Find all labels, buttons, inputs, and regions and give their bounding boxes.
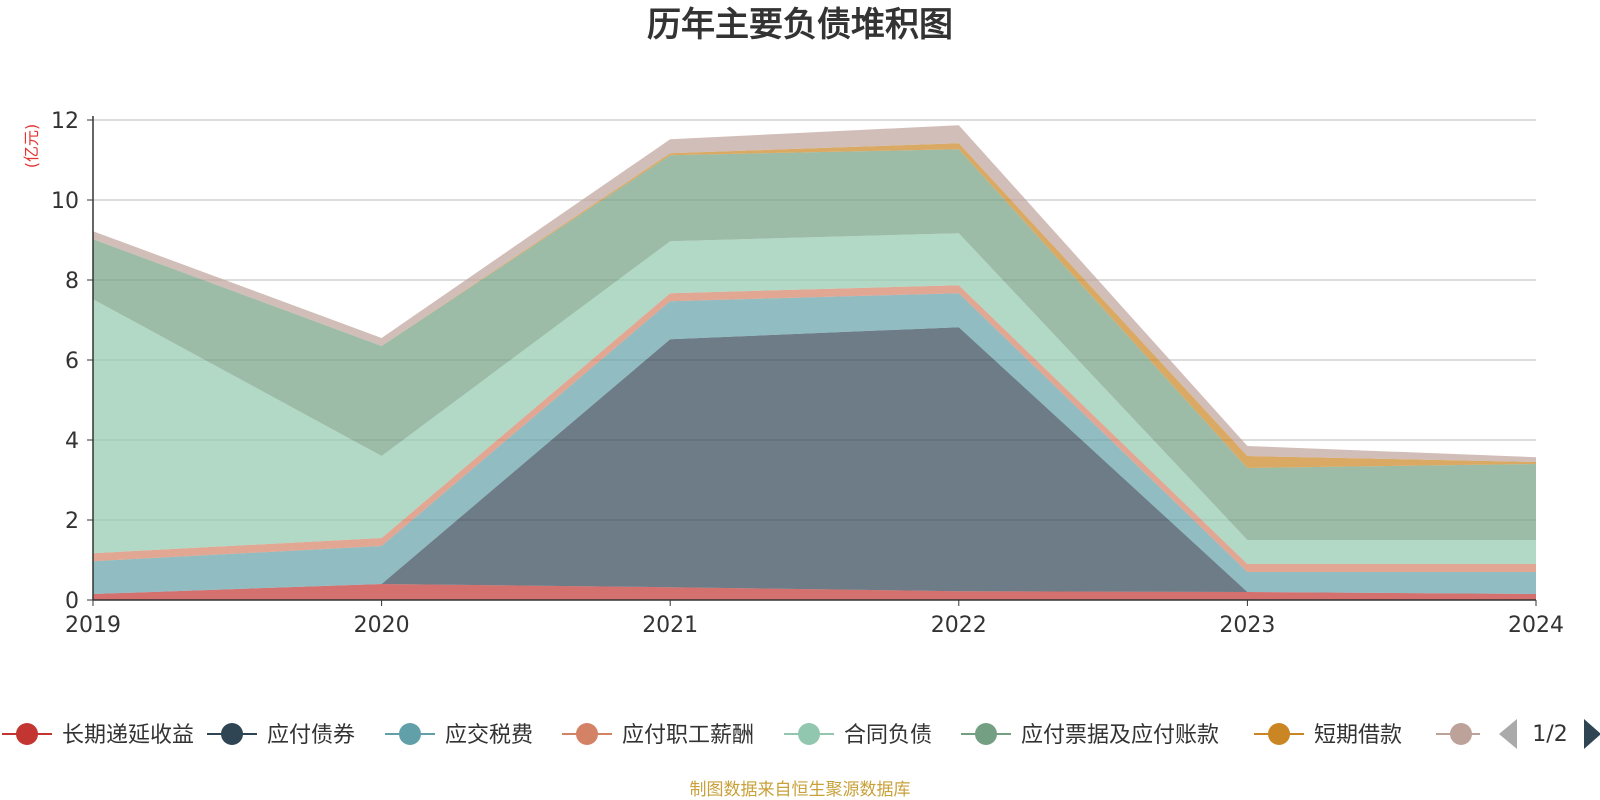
legend-marker (975, 723, 997, 745)
x-tick-label: 2019 (65, 613, 121, 638)
area-series-5[interactable] (93, 149, 1536, 540)
legend-label: 长期递延收益 (62, 723, 194, 748)
legend-label: 应付票据及应付账款 (1021, 723, 1219, 748)
chart-title: 历年主要负债堆积图 (647, 5, 953, 45)
legend-prev-icon[interactable] (1499, 719, 1517, 749)
legend-label: 短期借款 (1314, 723, 1402, 748)
y-tick-label: 12 (51, 109, 79, 134)
y-tick-label: 10 (51, 189, 79, 214)
area-series-6[interactable] (93, 143, 1536, 468)
x-tick-label: 2022 (931, 613, 987, 638)
y-tick-label: 8 (65, 269, 79, 294)
y-tick-label: 0 (65, 589, 79, 614)
legend-label: 应付职工薪酬 (622, 723, 754, 748)
area-series-1[interactable] (93, 327, 1536, 594)
x-tick-label: 2024 (1508, 613, 1564, 638)
legend-item[interactable]: 其他 (1436, 723, 1540, 748)
x-tick-label: 2021 (642, 613, 698, 638)
area-series-7[interactable] (93, 125, 1536, 462)
legend-marker (1268, 723, 1290, 745)
y-tick-label: 6 (65, 349, 79, 374)
legend-marker (798, 723, 820, 745)
legend-item[interactable]: 应付职工薪酬 (562, 723, 754, 748)
legend-label: 应付债券 (267, 723, 355, 748)
legend-item[interactable]: 合同负债 (784, 723, 932, 748)
area-series-4[interactable] (93, 233, 1536, 564)
legend-pager[interactable]: 1/2 (1499, 719, 1600, 749)
x-tick-label: 2023 (1219, 613, 1275, 638)
y-axis-unit-label: (亿元) (22, 124, 41, 169)
legend-item[interactable]: 应付票据及应付账款 (961, 723, 1219, 748)
legend[interactable]: 长期递延收益 应付债券 应交税费 应付职工薪酬 合同负债 应付票据及应付账款 短期借款 其他 (2, 723, 1540, 748)
area-series-2[interactable] (93, 293, 1536, 594)
axes: 0 2 4 6 8 10 12 2019 2020 2021 2022 2023 2024 (51, 109, 1564, 638)
legend-page-indicator: 1/2 (1532, 722, 1567, 747)
legend-marker (399, 723, 421, 745)
source-note: 制图数据来自恒生聚源数据库 (690, 780, 911, 800)
legend-item[interactable]: 应付债券 (207, 723, 355, 748)
legend-next-icon[interactable] (1584, 719, 1600, 749)
legend-marker (576, 723, 598, 745)
legend-marker (1450, 723, 1472, 745)
y-tick-label: 4 (65, 429, 79, 454)
legend-item[interactable]: 应交税费 (385, 723, 533, 748)
legend-marker (16, 723, 38, 745)
legend-marker (221, 723, 243, 745)
area-series-0[interactable] (93, 584, 1536, 600)
legend-item[interactable]: 短期借款 (1254, 723, 1402, 748)
legend-label: 合同负债 (844, 723, 932, 748)
legend-label: 应交税费 (445, 723, 533, 748)
legend-item[interactable]: 长期递延收益 (2, 723, 194, 748)
area-series-3[interactable] (93, 285, 1536, 572)
x-tick-label: 2020 (354, 613, 410, 638)
plot-areas (93, 125, 1536, 600)
y-tick-label: 2 (65, 509, 79, 534)
